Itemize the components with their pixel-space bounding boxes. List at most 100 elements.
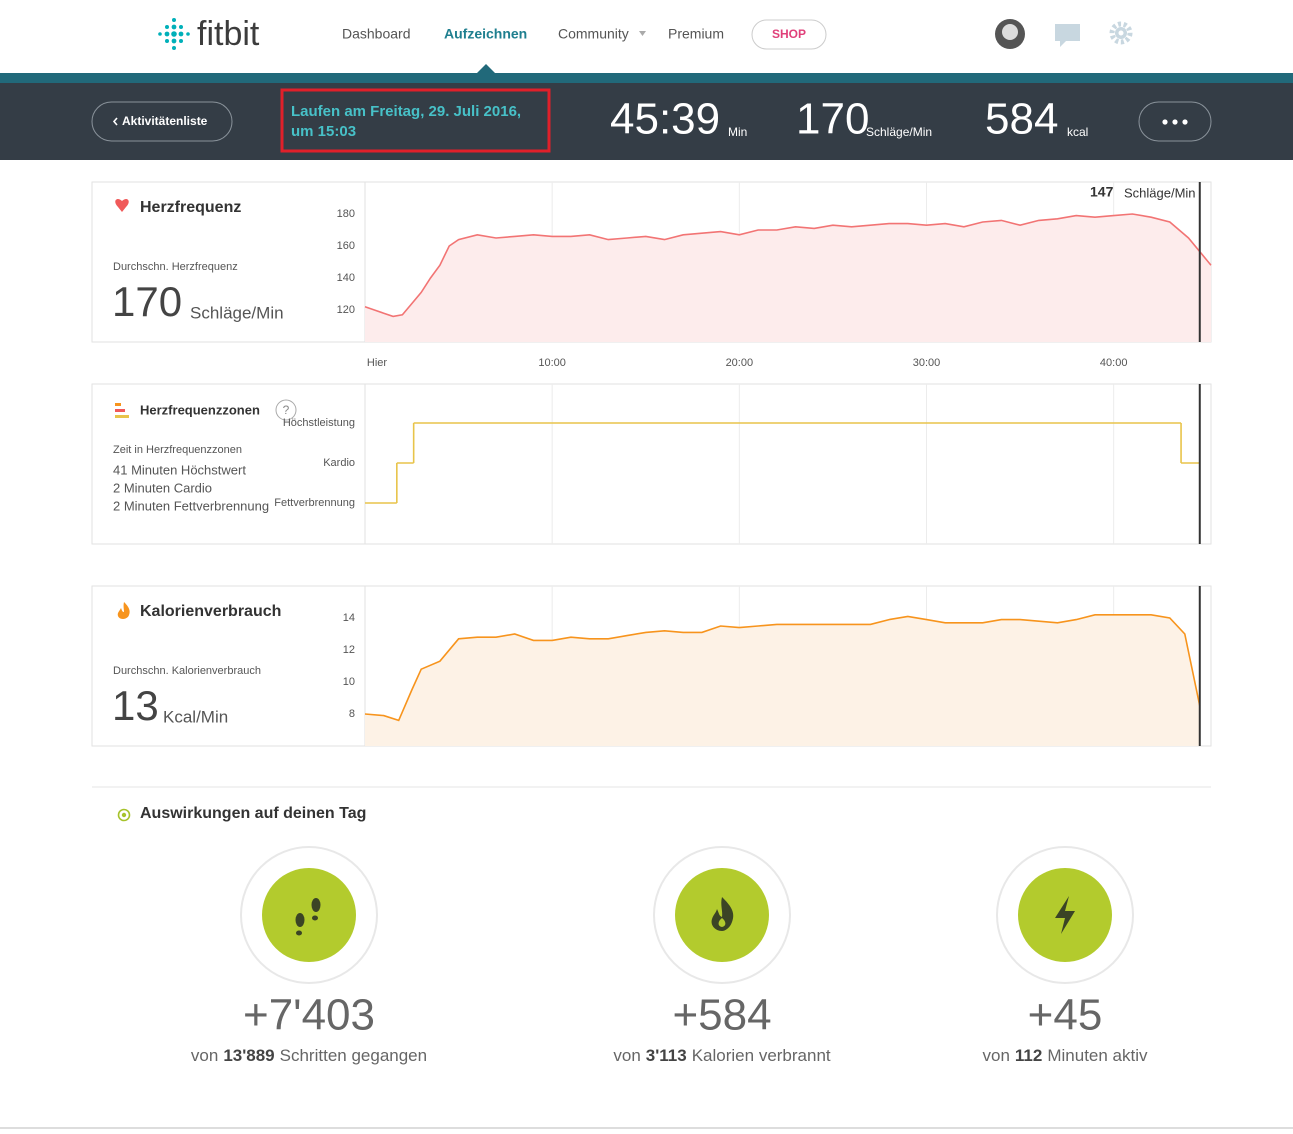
impact-value: +7'403 — [243, 991, 375, 1040]
card-title: Herzfrequenzzonen — [140, 402, 260, 417]
more-dot — [1182, 119, 1188, 125]
shop-button[interactable] — [751, 19, 827, 50]
y-tick-label: 160 — [337, 240, 355, 252]
zone-time: 2 Minuten Cardio — [113, 480, 212, 495]
area — [365, 214, 1211, 342]
zones-icon — [115, 403, 121, 406]
dot — [171, 24, 177, 30]
y-tick-label: Höchstleistung — [283, 417, 355, 429]
nav-link[interactable]: Aufzeichnen — [444, 26, 527, 42]
x-tick-label: 40:00 — [1100, 357, 1128, 369]
help-button[interactable] — [275, 399, 297, 421]
caption-total: 112 — [1015, 1046, 1042, 1065]
impact-value: +584 — [672, 991, 771, 1040]
stat-value: 170 — [796, 95, 869, 144]
impact-caption: von 112 Minuten aktiv — [982, 1046, 1148, 1065]
dot — [165, 39, 169, 43]
more-dot — [1172, 119, 1178, 125]
highlight-box — [280, 88, 551, 153]
flame-icon — [117, 602, 130, 619]
activity-title: Laufen am Freitag, 29. Juli 2016, — [291, 103, 521, 120]
dot — [172, 18, 176, 22]
caption-suffix: Kalorien verbrannt — [692, 1046, 831, 1065]
impact-badge — [262, 868, 356, 962]
card-title: Kalorienverbrauch — [140, 603, 281, 620]
x-tick-label: 30:00 — [913, 357, 941, 369]
shop-label[interactable]: SHOP — [772, 27, 806, 41]
heart-icon — [115, 198, 129, 212]
settings-icon[interactable] — [1109, 21, 1133, 45]
back-button[interactable] — [91, 101, 233, 142]
x-tick-label: 10:00 — [538, 357, 566, 369]
footprint — [296, 930, 302, 936]
settings-hole — [1118, 30, 1124, 36]
logo-icon — [158, 18, 190, 50]
nav-strip — [0, 73, 1293, 83]
line — [364, 614, 1201, 722]
avg-value: 13 — [112, 682, 159, 729]
cursor-value: 147 — [1090, 184, 1114, 200]
stat-value: 584 — [985, 95, 1058, 144]
stat-unit: kcal — [1067, 125, 1088, 139]
x-tick-label: Hier — [367, 357, 388, 369]
dot — [172, 46, 176, 50]
card-title: Herzfrequenz — [140, 199, 241, 216]
stat-value: 45:39 — [610, 95, 720, 144]
footprint — [311, 898, 321, 912]
avg-unit: Kcal/Min — [163, 707, 228, 726]
impact-caption: von 3'113 Kalorien verbrannt — [613, 1046, 831, 1065]
more-button[interactable] — [1138, 101, 1212, 142]
caption-prefix: von — [982, 1046, 1009, 1065]
zone-time: 41 Minuten Höchstwert — [113, 462, 246, 477]
dot — [171, 38, 177, 44]
y-tick-label: 180 — [337, 208, 355, 220]
back-label[interactable]: Aktivitätenliste — [122, 114, 208, 128]
avg-value: 170 — [112, 278, 182, 325]
impact-icon-dot — [121, 812, 127, 818]
help-label[interactable]: ? — [283, 403, 290, 417]
caption-prefix: von — [191, 1046, 218, 1065]
dot — [158, 32, 162, 36]
y-tick-label: Fettverbrennung — [274, 497, 355, 509]
dot — [186, 32, 190, 36]
activity-title: um 15:03 — [291, 123, 356, 140]
zones-icon — [115, 415, 129, 418]
impact-badge — [675, 868, 769, 962]
caption-total: 3'113 — [646, 1046, 687, 1065]
avg-label: Durchschn. Herzfrequenz — [113, 261, 238, 273]
caption-suffix: Minuten aktiv — [1047, 1046, 1148, 1065]
zones-subtitle: Zeit in Herzfrequenzzonen — [113, 444, 242, 456]
x-tick-label: 20:00 — [726, 357, 754, 369]
dot — [164, 31, 170, 37]
nav-link[interactable]: Premium — [668, 26, 724, 42]
caption-suffix: Schritten gegangen — [280, 1046, 427, 1065]
dropdown-caret — [639, 31, 646, 36]
nav-bar — [0, 0, 1293, 73]
nav-link[interactable]: Dashboard — [342, 26, 411, 42]
avg-unit: Schläge/Min — [190, 303, 284, 322]
stat-unit: Min — [728, 125, 747, 139]
caption-total: 13'889 — [223, 1046, 274, 1065]
zones-icon — [115, 409, 125, 412]
dot — [165, 25, 169, 29]
dot — [179, 39, 183, 43]
footprint — [295, 913, 305, 927]
back-chevron — [112, 117, 118, 126]
y-tick-label: 10 — [343, 676, 355, 688]
y-tick-label: 120 — [337, 304, 355, 316]
stat-unit: Schläge/Min — [866, 125, 932, 139]
messages-icon[interactable] — [1055, 24, 1080, 47]
impact-icon — [117, 808, 131, 822]
impact-caption: von 13'889 Schritten gegangen — [191, 1046, 427, 1065]
zone-time: 2 Minuten Fettverbrennung — [113, 498, 269, 513]
impact-value: +45 — [1028, 991, 1103, 1040]
more-dot — [1162, 119, 1168, 125]
dot — [178, 31, 184, 37]
flame — [711, 897, 734, 931]
header-bar — [0, 83, 1293, 160]
nav-link[interactable]: Community — [558, 26, 629, 42]
avg-label: Durchschn. Kalorienverbrauch — [113, 665, 261, 677]
caption-prefix: von — [613, 1046, 640, 1065]
